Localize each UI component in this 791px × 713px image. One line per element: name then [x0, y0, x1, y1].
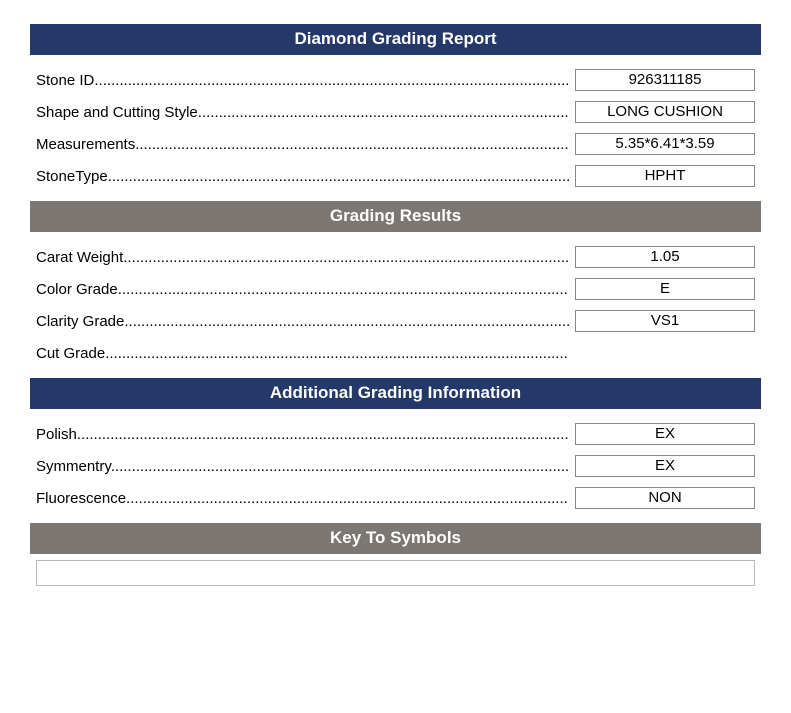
label-color: Color Grade — [36, 281, 569, 298]
value-measurements: 5.35*6.41*3.59 — [575, 133, 755, 155]
label-shape: Shape and Cutting Style — [36, 104, 569, 121]
report-rows: Stone ID 926311185 Shape and Cutting Sty… — [30, 69, 761, 201]
value-shape: LONG CUSHION — [575, 101, 755, 123]
section-header-additional: Additional Grading Information — [30, 378, 761, 409]
section-header-report: Diamond Grading Report — [30, 24, 761, 55]
row-measurements: Measurements 5.35*6.41*3.59 — [36, 133, 755, 155]
label-clarity: Clarity Grade — [36, 313, 569, 330]
value-clarity: VS1 — [575, 310, 755, 332]
grading-rows: Carat Weight 1.05 Color Grade E Clarity … — [30, 246, 761, 378]
row-color: Color Grade E — [36, 278, 755, 300]
row-cut: Cut Grade — [36, 342, 755, 364]
value-stonetype: HPHT — [575, 165, 755, 187]
label-polish: Polish — [36, 426, 569, 443]
value-carat: 1.05 — [575, 246, 755, 268]
value-color: E — [575, 278, 755, 300]
row-polish: Polish EX — [36, 423, 755, 445]
label-stonetype: StoneType — [36, 168, 569, 185]
label-carat: Carat Weight — [36, 249, 569, 266]
row-stone-id: Stone ID 926311185 — [36, 69, 755, 91]
value-polish: EX — [575, 423, 755, 445]
value-fluorescence: NON — [575, 487, 755, 509]
label-measurements: Measurements — [36, 136, 569, 153]
label-stone-id: Stone ID — [36, 72, 569, 89]
section-header-symbols: Key To Symbols — [30, 523, 761, 554]
label-symmetry: Symmentry — [36, 458, 569, 475]
additional-rows: Polish EX Symmentry EX Fluorescence NON — [30, 423, 761, 523]
symbols-box — [36, 560, 755, 586]
row-symmetry: Symmentry EX — [36, 455, 755, 477]
value-symmetry: EX — [575, 455, 755, 477]
label-cut: Cut Grade — [36, 345, 569, 362]
row-fluorescence: Fluorescence NON — [36, 487, 755, 509]
row-shape: Shape and Cutting Style LONG CUSHION — [36, 101, 755, 123]
report-page: Diamond Grading Report Stone ID 92631118… — [0, 0, 791, 610]
row-stonetype: StoneType HPHT — [36, 165, 755, 187]
row-carat: Carat Weight 1.05 — [36, 246, 755, 268]
value-cut — [575, 342, 755, 364]
row-clarity: Clarity Grade VS1 — [36, 310, 755, 332]
section-header-grading: Grading Results — [30, 201, 761, 232]
label-fluorescence: Fluorescence — [36, 490, 569, 507]
value-stone-id: 926311185 — [575, 69, 755, 91]
